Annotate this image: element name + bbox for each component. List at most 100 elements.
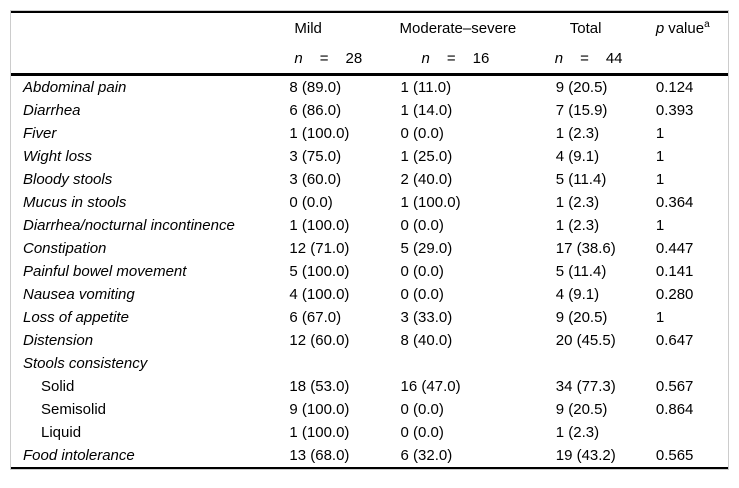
- row-label: Fiver: [23, 125, 57, 142]
- n-equals-group: n = 44: [555, 50, 623, 67]
- n-symbol: n: [554, 49, 564, 67]
- table-row: Liquid 1 (100.0) 0 (0.0) 1 (2.3): [11, 421, 728, 444]
- p-value-word: value: [668, 19, 705, 37]
- equals-sign: =: [580, 49, 589, 67]
- cell-p-value: 1: [655, 148, 665, 165]
- cell-total: 19 (43.2): [555, 447, 616, 464]
- n-symbol: n: [421, 49, 430, 67]
- cell-mild: 1 (100.0): [289, 424, 350, 441]
- cell-mild: 6 (67.0): [289, 309, 342, 326]
- cell-total: 7 (15.9): [555, 102, 608, 119]
- cell-p-value: 1: [655, 217, 665, 234]
- cell-moderate-severe: 0 (0.0): [400, 263, 444, 280]
- cell-mild: 13 (68.0): [289, 447, 350, 464]
- cell-p-value: 0.124: [655, 79, 694, 96]
- cell-moderate-severe: 0 (0.0): [400, 424, 444, 441]
- cell-mild: 5 (100.0): [289, 263, 350, 280]
- cell-mild: 12 (60.0): [289, 332, 350, 349]
- table-row: Diarrhea 6 (86.0) 1 (14.0) 7 (15.9) 0.393: [11, 99, 728, 122]
- cell-p-value: 0.647: [655, 332, 694, 349]
- cell-p-value: 0.565: [655, 447, 694, 464]
- cell-moderate-severe: [400, 352, 555, 375]
- col-header-p-value: p valuea: [655, 12, 728, 43]
- cell-total: 1 (2.3): [555, 125, 600, 142]
- table-row: Wight loss 3 (75.0) 1 (25.0) 4 (9.1) 1: [11, 145, 728, 168]
- cell-moderate-severe: 0 (0.0): [400, 401, 444, 418]
- table-row: Nausea vomiting 4 (100.0) 0 (0.0) 4 (9.1) 0.…: [11, 283, 728, 306]
- table-row: Fiver 1 (100.0) 0 (0.0) 1 (2.3) 1: [11, 122, 728, 145]
- cell-p-value: 0.280: [655, 286, 694, 303]
- row-label: Painful bowel movement: [23, 263, 187, 280]
- cell-p-value: 1: [655, 125, 665, 142]
- cell-total: 9 (20.5): [555, 309, 608, 326]
- cell-total: 4 (9.1): [555, 148, 600, 165]
- equals-sign: =: [319, 49, 329, 67]
- cell-total: 9 (20.5): [555, 401, 608, 418]
- cell-total: 5 (11.4): [555, 263, 607, 280]
- row-label: Loss of appetite: [23, 309, 129, 326]
- row-label: Diarrhea: [23, 102, 81, 119]
- table-row: Bloody stools 3 (60.0) 2 (40.0) 5 (11.4) 1: [11, 168, 728, 191]
- symptoms-table-box: Mild Moderate–severe Total p valuea n = 28 …: [10, 10, 729, 470]
- col-header-moderate-severe: Moderate–severe: [399, 19, 517, 37]
- n-equals-group: n = 16: [422, 50, 490, 67]
- row-label: Semisolid: [41, 401, 107, 418]
- cell-moderate-severe: 2 (40.0): [400, 171, 453, 188]
- cell-moderate-severe: 1 (100.0): [400, 194, 461, 211]
- sample-size-empty-cell: [11, 43, 284, 75]
- cell-mild: 1 (100.0): [289, 125, 350, 142]
- cell-p-value: 0.864: [655, 401, 694, 418]
- cell-moderate-severe: 1 (25.0): [400, 148, 453, 165]
- cell-total: 34 (77.3): [555, 378, 616, 395]
- cell-mild: 1 (100.0): [289, 217, 350, 234]
- cell-total: 4 (9.1): [555, 286, 600, 303]
- row-label: Constipation: [23, 240, 107, 257]
- cell-mild: 8 (89.0): [289, 79, 342, 96]
- cell-total: 1 (2.3): [555, 217, 600, 234]
- sample-size-mild: n = 28: [284, 43, 399, 75]
- row-label: Mucus in stools: [23, 194, 127, 211]
- table-row: Painful bowel movement 5 (100.0) 0 (0.0) 5 …: [11, 260, 728, 283]
- cell-mild: 18 (53.0): [289, 378, 350, 395]
- table-row: Stools consistency: [11, 352, 728, 375]
- cell-p-value: 1: [655, 171, 665, 188]
- cell-mild: 9 (100.0): [289, 401, 350, 418]
- n-symbol: n: [294, 49, 303, 67]
- row-label: Nausea vomiting: [23, 286, 135, 303]
- cell-moderate-severe: 16 (47.0): [400, 378, 461, 395]
- table-row: Mucus in stools 0 (0.0) 1 (100.0) 1 (2.3) 0.…: [11, 191, 728, 214]
- cell-mild: 3 (60.0): [289, 171, 342, 188]
- row-label: Stools consistency: [23, 355, 148, 372]
- table-row: Diarrhea/nocturnal incontinence 1 (100.0)…: [11, 214, 728, 237]
- n-equals-group: n = 28: [294, 50, 362, 67]
- table-row: Food intolerance 13 (68.0) 6 (32.0) 19 (43.…: [11, 444, 728, 468]
- cell-p-value: [655, 352, 728, 375]
- cell-moderate-severe: 1 (14.0): [400, 102, 453, 119]
- row-label: Distension: [23, 332, 94, 349]
- cell-moderate-severe: 0 (0.0): [400, 125, 444, 142]
- cell-p-value: 1: [655, 309, 665, 326]
- cell-total: 9 (20.5): [555, 79, 608, 96]
- table-row: Loss of appetite 6 (67.0) 3 (33.0) 9 (20.5)…: [11, 306, 728, 329]
- cell-p-value: 0.141: [655, 263, 694, 280]
- n-count: 16: [472, 49, 490, 67]
- sample-size-total: n = 44: [555, 43, 655, 75]
- p-value-italic-p: p: [655, 19, 665, 37]
- cell-moderate-severe: 8 (40.0): [400, 332, 453, 349]
- col-header-mild: Mild: [294, 19, 322, 37]
- symptoms-severity-table: Mild Moderate–severe Total p valuea n = 28 …: [11, 11, 728, 469]
- cell-moderate-severe: 6 (32.0): [400, 447, 453, 464]
- row-label: Abdominal pain: [23, 79, 127, 96]
- cell-moderate-severe: 0 (0.0): [400, 286, 444, 303]
- row-label: Food intolerance: [23, 447, 135, 464]
- cell-total: 17 (38.6): [555, 240, 616, 257]
- cell-total: 5 (11.4): [555, 171, 607, 188]
- row-label: Liquid: [41, 424, 82, 441]
- table-row: Semisolid 9 (100.0) 0 (0.0) 9 (20.5) 0.864: [11, 398, 728, 421]
- table-row: Abdominal pain 8 (89.0) 1 (11.0) 9 (20.5) 0.…: [11, 75, 728, 100]
- equals-sign: =: [446, 49, 456, 67]
- cell-p-value: 0.447: [655, 240, 694, 257]
- cell-mild: [284, 352, 399, 375]
- table-row: Distension 12 (60.0) 8 (40.0) 20 (45.5) 0.64…: [11, 329, 728, 352]
